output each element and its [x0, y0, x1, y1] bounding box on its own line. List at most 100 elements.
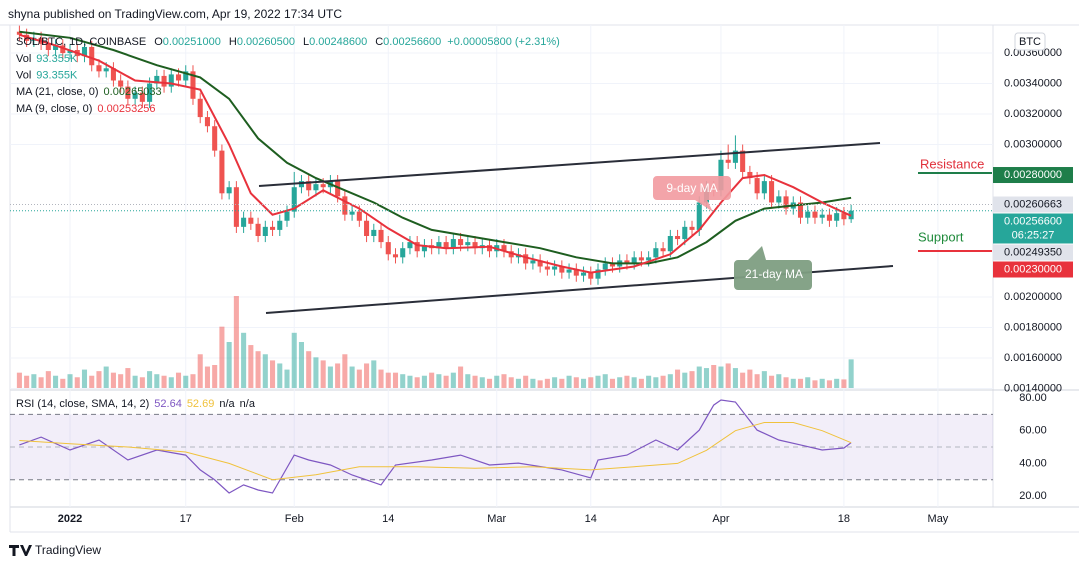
price-countdown: 06:25:27 — [1012, 229, 1055, 241]
volume-bar — [523, 375, 529, 388]
logo-mark — [9, 545, 32, 556]
candle-body — [233, 187, 239, 227]
volume-bar — [132, 375, 138, 388]
candle-body — [291, 187, 297, 212]
volume-bar — [262, 354, 268, 388]
y-tick-label: 40.00 — [1019, 457, 1047, 469]
legend-item: 0.00253256 — [97, 103, 155, 115]
price-label: 0.00249350 — [1004, 246, 1062, 258]
volume-bar — [537, 380, 543, 388]
volume-bar — [725, 363, 731, 388]
candle-body — [139, 92, 145, 102]
volume-bar — [812, 380, 818, 388]
candle-body — [212, 126, 218, 151]
candle-body — [364, 220, 370, 237]
volume-bar — [848, 359, 854, 388]
y-tick-label: 20.00 — [1019, 490, 1047, 502]
volume-bar — [342, 354, 348, 388]
y-tick-label: 0.00300000 — [1004, 138, 1062, 150]
volume-bar — [472, 375, 478, 388]
volume-bar — [747, 369, 753, 388]
x-tick-label: 18 — [838, 513, 850, 525]
volume-bar — [125, 368, 131, 388]
y-tick-label: 0.00340000 — [1004, 77, 1062, 89]
candle-body — [573, 269, 579, 276]
volume-bar — [790, 378, 796, 388]
candle-body — [682, 226, 688, 240]
volume-bar — [378, 369, 384, 388]
x-tick-label: Apr — [712, 513, 729, 525]
volume-bar — [588, 377, 594, 388]
legend-row: MA (9, close, 0) 0.00253256 — [16, 103, 156, 115]
volume-bar — [631, 377, 637, 388]
candle-body — [646, 257, 652, 261]
volume-bar — [465, 374, 471, 388]
candle-body — [740, 150, 746, 172]
y-tick-label: 80.00 — [1019, 392, 1047, 404]
candle-body — [783, 196, 789, 209]
candle-body — [631, 257, 637, 264]
candle-body — [226, 187, 232, 194]
x-tick-label: Mar — [487, 513, 506, 525]
legend-row: RSI (14, close, SMA, 14, 2) 52.64 52.69 n/a… — [16, 398, 256, 410]
candle-body — [450, 239, 456, 249]
candle-body — [530, 260, 536, 264]
volume-bar — [515, 378, 521, 388]
ma21-callout-text: 21-day MA — [745, 267, 803, 281]
volume-bar — [89, 375, 95, 388]
volume-bar — [313, 357, 319, 388]
moving-average-line — [19, 30, 852, 265]
volume-bar — [826, 380, 832, 388]
price-label: 0.00260663 — [1004, 198, 1062, 210]
volume-bar — [501, 374, 507, 388]
volume-bar — [581, 378, 587, 388]
volume-bar — [81, 369, 88, 388]
volume-bar — [552, 377, 558, 388]
candle-body — [385, 242, 391, 255]
currency-button[interactable] — [1014, 32, 1046, 51]
volume-bar — [819, 378, 825, 388]
volume-bar — [559, 378, 565, 388]
candle-body — [725, 159, 731, 163]
x-tick-label: 14 — [585, 513, 597, 525]
price-label-box — [993, 244, 1073, 261]
publish-header: shyna published on TradingView.com, Apr … — [8, 7, 342, 21]
candle-body — [747, 171, 753, 179]
candle-body — [335, 181, 341, 197]
volume-bar — [566, 375, 572, 388]
volume-bar — [429, 372, 435, 388]
volume-bar — [407, 375, 413, 388]
volume-bar — [392, 372, 399, 388]
candle-body — [118, 80, 124, 87]
volume-bar — [660, 375, 666, 388]
candle-body — [168, 74, 174, 87]
candle-body — [277, 220, 283, 230]
legend-item: C — [375, 36, 383, 48]
volume-bar — [530, 378, 536, 388]
volume-bar — [255, 351, 261, 388]
volume-bar — [241, 332, 247, 388]
price-label: 0.00256600 — [1004, 215, 1062, 227]
candle-body — [53, 45, 59, 51]
candle-body — [602, 263, 608, 270]
volume-bar — [277, 363, 283, 388]
volume-bar — [458, 366, 464, 388]
candle-body — [537, 260, 543, 267]
candle-body — [371, 229, 377, 237]
legend-row: Vol 93.355K — [16, 53, 78, 65]
volume-bar — [573, 377, 579, 388]
currency-button-text[interactable]: BTC — [1019, 36, 1041, 48]
candle-body — [313, 184, 319, 191]
price-label-box — [993, 196, 1073, 213]
candle-body — [284, 211, 290, 221]
candle-body — [110, 68, 116, 81]
volume-bar — [617, 377, 623, 388]
legend-item: O — [154, 36, 163, 48]
y-tick-label: 0.00180000 — [1004, 321, 1062, 333]
candle-body — [797, 202, 804, 218]
candle-body — [624, 260, 630, 264]
candle-body — [436, 242, 442, 249]
volume-bar — [638, 378, 644, 388]
candle-body — [761, 181, 767, 194]
